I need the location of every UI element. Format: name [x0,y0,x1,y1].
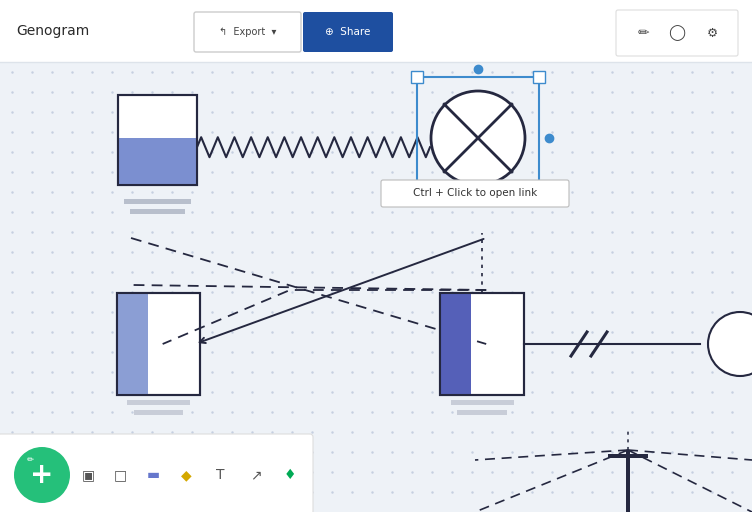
Text: ♦: ♦ [284,468,296,482]
Bar [440,293,471,395]
Text: ⚙: ⚙ [706,27,717,39]
Bar [124,199,191,204]
Text: ✏: ✏ [26,455,34,463]
Text: □: □ [114,468,126,482]
FancyBboxPatch shape [0,434,313,512]
Text: +: + [30,461,53,489]
Text: ✏: ✏ [637,26,649,40]
Bar [440,293,524,395]
Bar [118,95,197,185]
Bar [117,293,200,395]
Bar [456,410,507,415]
Text: ▬: ▬ [147,468,159,482]
Bar [118,138,197,185]
Circle shape [708,312,752,376]
Bar [417,77,539,199]
Text: T: T [216,468,224,482]
Bar [608,454,648,458]
Bar [118,95,197,185]
FancyBboxPatch shape [303,12,393,52]
Bar [411,71,423,83]
Bar [533,71,545,83]
Bar [450,400,514,405]
Bar [0,0,752,62]
Text: Ctrl + Click to open link: Ctrl + Click to open link [413,188,537,199]
Bar [117,293,200,395]
FancyBboxPatch shape [194,12,301,52]
Bar [533,193,545,205]
Text: ⊕  Share: ⊕ Share [326,27,371,37]
Bar [626,450,630,512]
FancyBboxPatch shape [616,10,738,56]
Bar [130,209,185,214]
Text: ↗: ↗ [250,468,262,482]
Bar [440,293,524,395]
FancyBboxPatch shape [381,180,569,207]
Bar [411,193,423,205]
Circle shape [14,447,70,503]
Text: ◯: ◯ [669,25,686,41]
Text: ▣: ▣ [81,468,95,482]
Text: ↰  Export  ▾: ↰ Export ▾ [220,27,277,37]
Bar [117,293,147,395]
Text: Genogram: Genogram [16,24,89,38]
Text: ◆: ◆ [180,468,191,482]
Bar [127,400,190,405]
Bar [134,410,183,415]
Circle shape [431,91,525,185]
